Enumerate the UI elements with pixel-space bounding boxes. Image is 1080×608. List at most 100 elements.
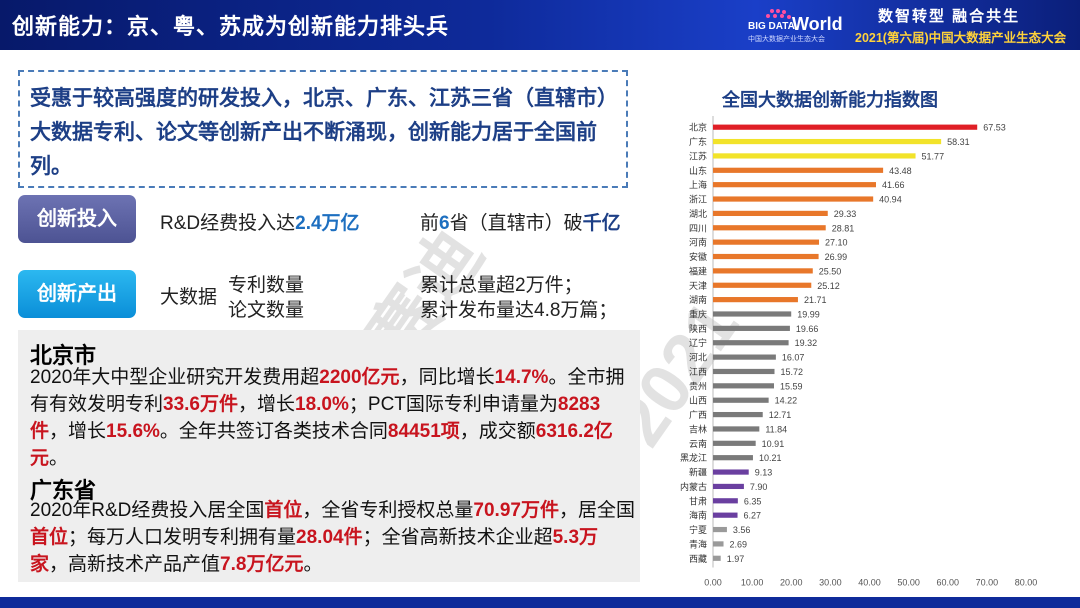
value-label: 6.27 [744,511,762,521]
category-label: 北京 [689,122,707,133]
value-label: 2.69 [730,539,748,549]
value-label: 9.13 [755,468,773,478]
value-label: 19.32 [795,338,818,348]
bar [713,498,738,504]
value-label: 12.71 [769,410,792,420]
bar [713,268,813,274]
value-label: 25.50 [819,266,842,276]
bar [713,512,738,518]
bar [713,426,760,432]
intro-box: 受惠于较高强度的研发投入，北京、广东、江苏三省（直辖市）大数据专利、论文等创新产… [18,70,628,188]
value-label: 7.90 [750,482,768,492]
value-label: 27.10 [825,238,848,248]
logo-brand: BIG DATA [748,21,795,32]
category-label: 内蒙古 [680,481,707,492]
x-tick-label: 80.00 [1015,577,1038,587]
category-label: 山东 [689,165,707,176]
category-label: 河南 [689,237,707,248]
value-label: 58.31 [947,137,970,147]
value-label: 28.81 [832,223,855,233]
output-stat-patent: 累计总量超2万件； [420,275,583,296]
value-label: 41.66 [882,180,905,190]
category-label: 四川 [689,223,707,233]
category-label: 湖北 [689,209,707,219]
category-label: 山西 [689,396,707,406]
guangdong-text: 2020年R&D经费投入居全国首位，全省专利授权总量70.97万件，居全国首位；… [30,500,635,575]
category-label: 安徽 [689,251,707,262]
region-guangdong: 广东省 [30,478,97,503]
category-label: 江西 [689,367,707,377]
value-label: 19.99 [797,309,820,319]
value-label: 1.97 [727,554,745,564]
value-label: 15.59 [780,381,803,391]
category-label: 天津 [689,281,707,291]
value-label: 10.91 [762,439,785,449]
output-item-patent: 专利数量 [228,275,305,296]
tag-output: 创新产出 [18,270,136,318]
bar [713,182,876,188]
output-item-paper: 论文数量 [228,300,305,321]
bar [713,383,774,389]
category-label: 河北 [689,352,707,363]
innovation-index-chart: 北京 67.53 广东 58.31 江苏 51.77 山东 43.48 上海 41.66 浙江 40.… [680,116,1038,587]
bar [713,368,775,375]
category-label: 海南 [689,510,707,521]
x-tick-label: 40.00 [858,577,881,587]
bar [713,239,820,245]
bar [713,196,874,202]
category-label: 西藏 [689,553,707,564]
category-label: 重庆 [689,308,707,319]
category-label: 福建 [689,265,707,276]
bar [713,138,942,145]
category-label: 贵州 [689,380,707,391]
value-label: 3.56 [733,525,751,535]
x-tick-label: 0.00 [704,577,722,587]
category-label: 广东 [689,136,707,147]
bar [713,167,884,173]
page-title: 创新能力：京、粤、苏成为创新能力排头兵 [12,14,450,39]
invest-left: R&D经费投入达2.4万亿 [160,213,360,234]
logo-world: World [792,14,843,34]
bar [713,469,749,475]
category-label: 广西 [689,409,707,420]
category-label: 吉林 [689,423,707,434]
beijing-text: 2020年大中型企业研究开发费用超2200亿元，同比增长14.7%。全市拥有有效… [30,367,625,469]
value-label: 11.84 [765,424,787,434]
category-label: 江苏 [689,150,707,161]
bar [713,411,763,418]
value-label: 51.77 [922,151,945,161]
category-label: 黑龙江 [680,452,707,463]
value-label: 26.99 [825,252,848,262]
category-label: 云南 [689,438,707,449]
value-label: 19.66 [796,324,819,334]
value-label: 15.72 [781,367,804,377]
value-label: 16.07 [782,353,805,363]
bar [713,455,753,461]
footer-bar [0,597,1080,608]
bar [713,282,812,288]
category-label: 湖南 [689,294,707,305]
category-label: 甘肃 [689,495,707,506]
category-label: 陕西 [689,323,707,334]
value-label: 6.35 [744,496,762,506]
output-label: 大数据 [160,287,218,308]
category-label: 青海 [689,538,707,549]
value-label: 67.53 [983,123,1006,133]
value-label: 14.22 [775,396,798,406]
x-tick-label: 20.00 [780,577,803,587]
value-label: 10.21 [759,453,782,463]
detail-panel: 北京市 2020年大中型企业研究开发费用超2200亿元，同比增长14.7%。全市… [18,330,640,582]
tag-invest: 创新投入 [18,195,136,243]
bar [713,253,819,260]
category-label: 新疆 [689,467,707,478]
intro-text: 受惠于较高强度的研发投入，北京、广东、江苏三省（直辖市）大数据专利、论文等创新产… [30,87,618,178]
bar [713,153,916,159]
invest-right: 前6省（直辖市）破千亿 [420,213,621,234]
logo-subtitle: 中国大数据产业生态大会 [748,36,825,43]
bar [713,555,721,561]
x-tick-label: 50.00 [897,577,920,587]
bar [713,440,756,446]
category-label: 辽宁 [689,337,707,348]
bar [713,297,798,303]
value-label: 25.12 [817,281,840,291]
